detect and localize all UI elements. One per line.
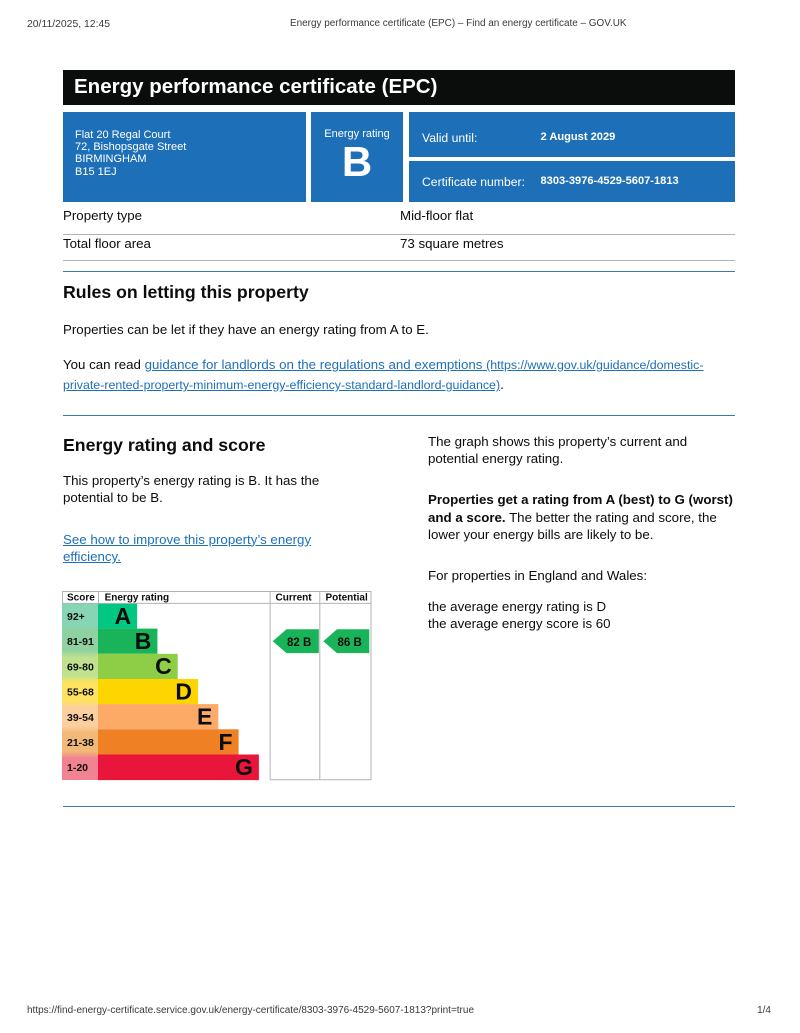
- svg-text:21-38: 21-38: [67, 737, 94, 749]
- svg-text:B: B: [354, 637, 362, 649]
- svg-text:D: D: [175, 678, 192, 704]
- svg-text:Energy rating: Energy rating: [105, 593, 169, 604]
- svg-text:F: F: [219, 729, 233, 755]
- svg-text:Current: Current: [276, 593, 313, 604]
- svg-text:E: E: [197, 704, 212, 730]
- svg-text:81-91: 81-91: [67, 636, 94, 648]
- svg-text:Potential: Potential: [326, 593, 368, 604]
- svg-text:39-54: 39-54: [67, 712, 94, 724]
- svg-text:B: B: [135, 628, 152, 654]
- svg-text:92+: 92+: [67, 611, 85, 623]
- svg-text:Score: Score: [67, 593, 95, 604]
- svg-text:B: B: [303, 637, 311, 649]
- svg-text:G: G: [235, 754, 253, 780]
- svg-text:A: A: [114, 603, 131, 629]
- svg-text:69-80: 69-80: [67, 661, 94, 673]
- svg-text:82: 82: [287, 637, 300, 649]
- svg-text:1-20: 1-20: [67, 762, 88, 774]
- svg-text:55-68: 55-68: [67, 687, 94, 699]
- svg-text:C: C: [155, 653, 172, 679]
- svg-text:86: 86: [338, 637, 351, 649]
